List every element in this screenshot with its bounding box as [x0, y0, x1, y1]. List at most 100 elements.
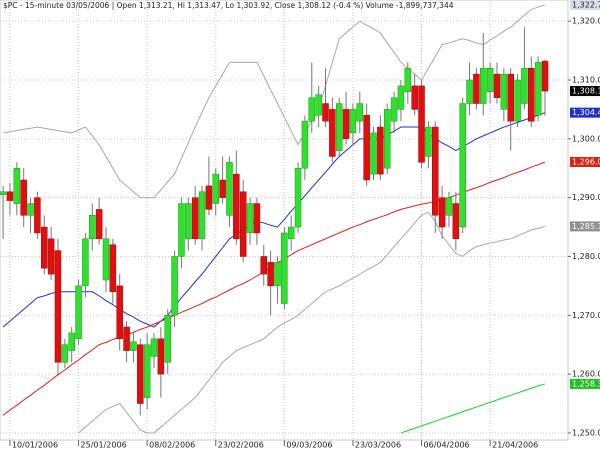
candle-body [130, 341, 137, 351]
indicator-line [2, 112, 546, 328]
candle-body [226, 162, 233, 216]
y-tick-label: 1,260.00 [572, 370, 600, 379]
candle-body [68, 332, 75, 351]
candle-body [294, 167, 302, 228]
candle-body [349, 109, 357, 134]
candle-body [191, 197, 199, 240]
candle-body [363, 115, 370, 181]
candle-body [143, 344, 151, 398]
candle-body [377, 126, 384, 175]
candle-body [239, 191, 247, 257]
candle-body [267, 262, 274, 287]
y-tick-label: 1,310.00 [572, 76, 600, 85]
candle-body [171, 256, 178, 316]
candle-body [260, 256, 268, 275]
candle-body [342, 109, 350, 140]
candle-body [34, 197, 41, 234]
axes: 1,250.00 1,260.00 1,270.00 1,280.00 1,290.00… [9, 0, 600, 450]
value-box-label: 1,304.45 [572, 108, 600, 117]
candle-body [178, 203, 185, 257]
candle-body [534, 62, 542, 116]
candle-body [41, 226, 48, 269]
value-box [570, 86, 600, 97]
candle-body [500, 73, 508, 110]
x-tick-label: 21/04/2006 [492, 441, 538, 450]
candle-body [335, 103, 343, 151]
candle-body [315, 94, 322, 116]
candle-body [185, 203, 192, 240]
value-box-label: 1,322.76 [572, 1, 600, 10]
value-box-label: 1,258.33 [572, 379, 600, 388]
candle-body [404, 67, 412, 93]
value-box [570, 378, 600, 389]
candle-body [425, 126, 432, 157]
candle-body [301, 120, 309, 169]
candle-body [246, 203, 254, 234]
candle-body [219, 179, 226, 198]
candle-body [253, 203, 261, 234]
candle-body [308, 97, 316, 122]
candle-body [0, 191, 7, 195]
candle-body [418, 85, 425, 163]
value-box-label: 1,285.11 [572, 222, 600, 231]
candle-body [493, 73, 501, 98]
candle-body [397, 85, 405, 110]
indicator-line [78, 211, 546, 434]
candle-body [198, 191, 206, 240]
candle-body [47, 238, 55, 275]
candle-body [507, 73, 514, 122]
value-box-label: 1,308.12 [572, 87, 600, 96]
candle-body [116, 285, 123, 340]
candle-body [322, 103, 329, 122]
candle-body [13, 167, 21, 204]
candle-body [370, 132, 377, 175]
candle-body [459, 103, 466, 228]
candle-body [431, 126, 439, 216]
candles [0, 27, 549, 416]
value-box [570, 221, 600, 232]
candle-body [390, 97, 398, 122]
candle-body [109, 244, 117, 293]
indicator-line [2, 161, 546, 416]
candle-body [212, 173, 219, 204]
x-tick-label: 10/01/2006 [12, 441, 58, 450]
candle-body [541, 60, 549, 92]
x-tick-label: 09/03/2006 [286, 441, 332, 450]
y-tick-label: 1,300.00 [572, 134, 600, 143]
candle-body [137, 344, 144, 404]
candle-body [54, 250, 62, 363]
candle-body [486, 67, 494, 93]
candle-body [6, 191, 14, 201]
candle-body [102, 238, 110, 281]
y-tick-label: 1,250.00 [572, 428, 600, 437]
candle-body [205, 185, 213, 210]
candle-body [528, 67, 535, 122]
candle-body [82, 238, 89, 287]
x-tick-label: 06/04/2006 [424, 441, 470, 450]
value-box [570, 107, 600, 118]
indicator-line [400, 383, 546, 434]
value-box-label: 1,296.06 [572, 158, 600, 167]
x-tick-label: 23/02/2006 [218, 441, 264, 450]
candle-body [274, 262, 281, 287]
candle-body [514, 79, 521, 122]
candle-body [411, 85, 418, 110]
x-tick-label: 23/03/2006 [355, 441, 401, 450]
candle-body [480, 67, 487, 104]
y-tick-label: 1,320.00 [572, 17, 600, 26]
candle-body [445, 197, 453, 216]
x-tick-label: 08/02/2006 [149, 441, 195, 450]
candle-body [329, 109, 336, 157]
candle-body [233, 173, 240, 240]
x-tick-label: 25/01/2006 [81, 441, 127, 450]
candle-body [157, 338, 165, 375]
candle-body [150, 338, 158, 357]
candle-body [281, 232, 288, 304]
candle-body [27, 203, 34, 216]
candle-body [123, 326, 130, 351]
y-tick-label: 1,280.00 [572, 252, 600, 261]
candle-body [356, 103, 364, 122]
value-box [570, 0, 600, 10]
indicator-line [3, 4, 546, 199]
overlays [2, 4, 546, 434]
